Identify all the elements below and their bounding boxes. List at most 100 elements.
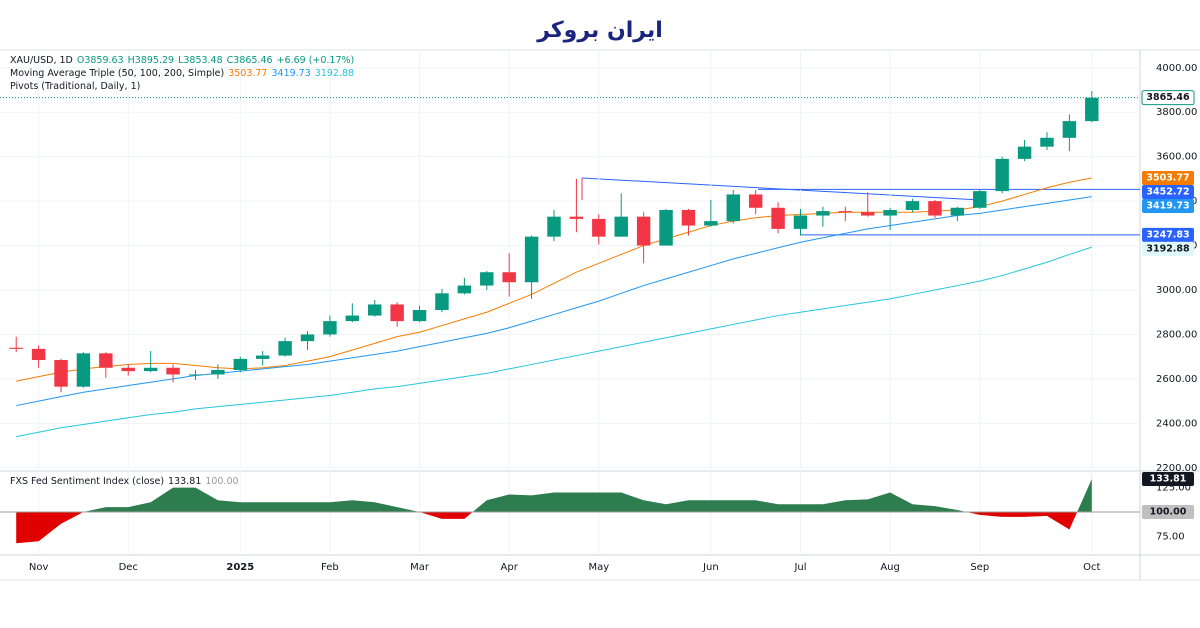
candle-body [793, 215, 808, 229]
candle-body [121, 367, 135, 372]
x-tick-label: Feb [321, 562, 339, 573]
x-tick-label: May [588, 562, 609, 573]
candle-body [435, 293, 449, 310]
candle-body [233, 358, 248, 370]
pivots-title: Pivots (Traditional, Daily, 1) [10, 81, 141, 92]
change: +6.69 (+0.17%) [276, 55, 355, 66]
y-tick-label: 3800.00 [1156, 107, 1197, 118]
candle-body [255, 355, 270, 359]
candle-body [188, 374, 203, 376]
y-tick-label: 2600.00 [1156, 374, 1197, 385]
price-label-box [1142, 472, 1194, 487]
x-tick-label: Aug [880, 562, 900, 573]
candle-body [726, 194, 740, 222]
candle-body [950, 207, 965, 216]
ma-value: 3419.73 [271, 68, 311, 79]
price-label-box [1142, 241, 1194, 256]
candle-body [76, 353, 91, 387]
candle-body [1040, 137, 1054, 147]
symbol: XAU/USD, 1D [10, 55, 73, 66]
price-label: 3192.88 [1146, 243, 1190, 254]
x-tick-label: 2025 [226, 562, 254, 573]
candle-body [995, 158, 1009, 192]
sentiment-title: FXS Fed Sentiment Index (close) [10, 476, 165, 487]
candle-body [31, 348, 46, 360]
candle-body [502, 272, 516, 283]
candle-body [816, 211, 830, 216]
price-label-box [1141, 90, 1195, 106]
candle-body [748, 194, 763, 208]
ma-line [16, 246, 1092, 438]
candle-body [524, 236, 539, 283]
candle-body [838, 211, 853, 213]
y-tick-label: 4000.00 [1156, 63, 1197, 74]
ohlc: H3895.29 [127, 55, 175, 66]
logo: ایران بروکر [537, 18, 663, 43]
pivots-line: Pivots (Traditional, Daily, 1) [10, 81, 144, 92]
price-label: 133.81 [1150, 474, 1187, 485]
price-label: 100.00 [1150, 507, 1187, 518]
price-label: 3865.46 [1146, 92, 1190, 103]
candle-body [681, 210, 696, 226]
y-tick-label: 3000.00 [1156, 285, 1197, 296]
y-tick-label: 75.00 [1156, 531, 1185, 542]
candle-body [973, 191, 987, 208]
candle-body [614, 216, 628, 237]
candle-body [412, 310, 427, 322]
header-line: XAU/USD, 1D O3859.63 H3895.29 L3853.48 C3865… [10, 55, 358, 66]
x-tick-label: Oct [1083, 562, 1100, 573]
y-tick-label: 125.00 [1156, 483, 1191, 494]
candle-body [9, 347, 23, 349]
candle-body [278, 341, 292, 356]
ohlc: L3853.48 [178, 55, 223, 66]
price-label-box [1142, 199, 1194, 214]
candle-body [928, 201, 942, 216]
y-tick-label: 2400.00 [1156, 418, 1197, 429]
ma-value: 3503.77 [228, 68, 268, 79]
price-label: 3503.77 [1146, 173, 1189, 184]
x-tick-label: Nov [29, 562, 49, 573]
sentiment-value: 133.81 [168, 476, 202, 487]
sentiment-line: FXS Fed Sentiment Index (close) 133.81 100… [10, 476, 243, 487]
price-label-box [1142, 227, 1194, 242]
candle-body [1085, 97, 1099, 122]
candle-body [390, 304, 404, 322]
y-tick-label: 3600.00 [1156, 152, 1197, 163]
candle-body [1062, 121, 1077, 138]
candle-body [883, 210, 897, 216]
candle-body [704, 221, 718, 226]
candle-body [636, 216, 651, 246]
candle-body [592, 218, 606, 237]
candle-body [54, 360, 68, 387]
ohlc: C3865.46 [226, 55, 273, 66]
price-label-box [1142, 171, 1194, 186]
y-tick-label: 2200.00 [1156, 463, 1197, 474]
candle-body [659, 210, 673, 246]
candle-body [345, 315, 360, 322]
sentiment-baseline: 100.00 [205, 476, 239, 487]
candle-body [143, 367, 158, 372]
candle-body [860, 212, 875, 216]
x-tick-label: Dec [119, 562, 138, 573]
indicator-line: Moving Average Triple (50, 100, 200, Sim… [10, 68, 358, 79]
candle-body [211, 370, 225, 375]
price-label-box [1142, 185, 1194, 200]
candle-body [457, 285, 472, 294]
ohlc: O3859.63 [76, 55, 124, 66]
candle-body [547, 216, 561, 237]
indicator: Moving Average Triple (50, 100, 200, Sim… [10, 68, 225, 79]
ma-value: 3192.88 [314, 68, 355, 79]
x-tick-label: Mar [410, 562, 430, 573]
price-label: 3452.72 [1146, 187, 1189, 198]
candle-body [368, 304, 382, 316]
price-label-box [1142, 505, 1194, 519]
x-tick-label: Jul [793, 562, 806, 573]
candle-body [323, 321, 337, 335]
candle-body [480, 272, 494, 286]
candle-body [99, 353, 113, 368]
x-tick-label: Jun [702, 562, 719, 573]
candle-body [569, 216, 584, 219]
x-tick-label: Apr [501, 562, 519, 573]
